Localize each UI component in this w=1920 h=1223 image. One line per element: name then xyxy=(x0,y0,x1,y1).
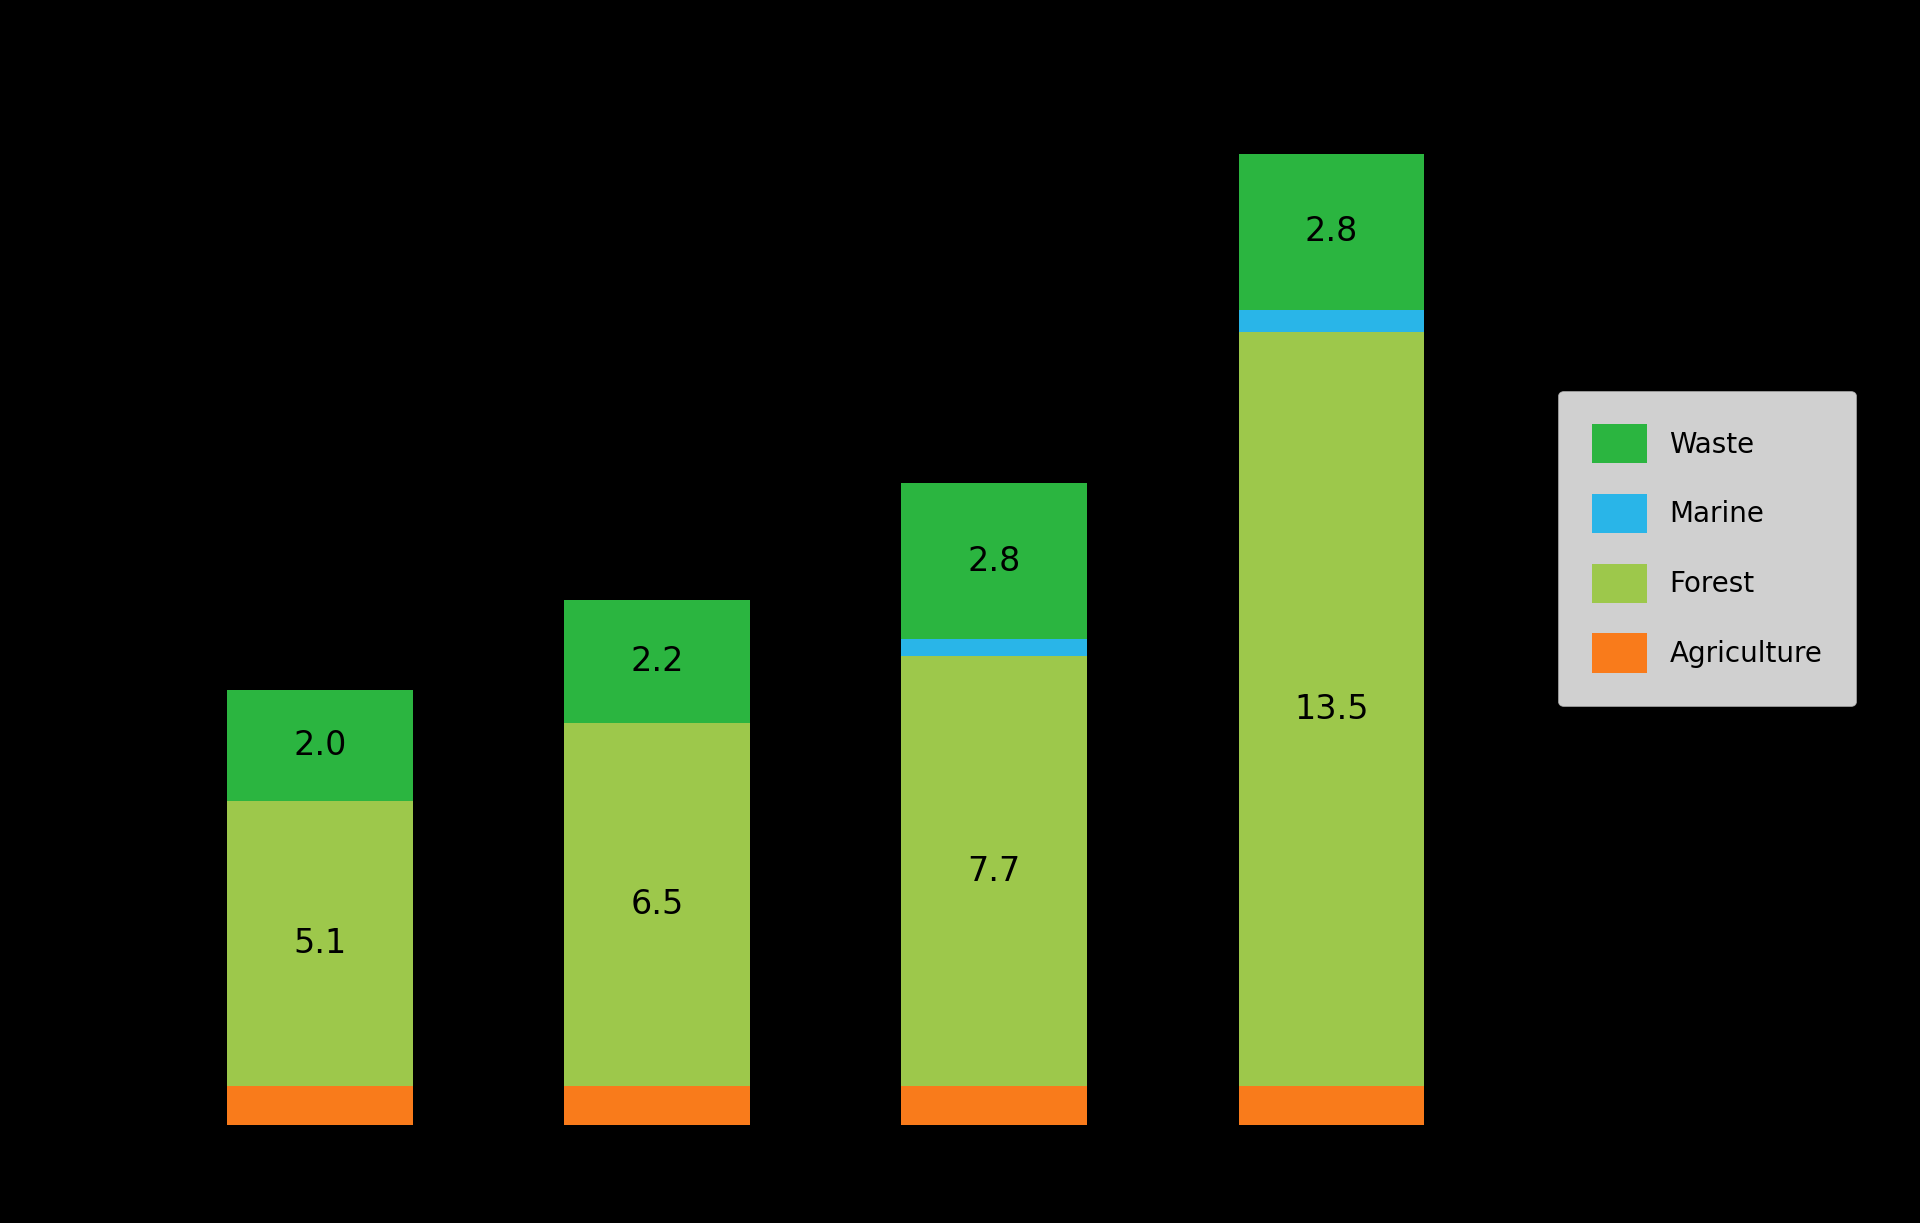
Bar xyxy=(1238,1086,1425,1125)
Text: 13.5: 13.5 xyxy=(1294,692,1369,725)
Bar xyxy=(227,690,413,801)
Text: 5.1: 5.1 xyxy=(294,927,346,960)
Bar xyxy=(227,801,413,1086)
Bar xyxy=(227,1086,413,1125)
Bar xyxy=(1238,309,1425,333)
Text: 6.5: 6.5 xyxy=(630,888,684,921)
Bar xyxy=(564,600,749,723)
Legend: Waste, Marine, Forest, Agriculture: Waste, Marine, Forest, Agriculture xyxy=(1559,390,1855,706)
Bar xyxy=(564,1086,749,1125)
Bar xyxy=(902,640,1087,657)
Text: 2.2: 2.2 xyxy=(630,646,684,679)
Bar xyxy=(902,1086,1087,1125)
Bar xyxy=(902,483,1087,640)
Text: 7.7: 7.7 xyxy=(968,855,1021,888)
Text: 2.8: 2.8 xyxy=(968,544,1021,577)
Bar xyxy=(1238,333,1425,1086)
Text: 2.0: 2.0 xyxy=(294,729,346,762)
Text: 2.8: 2.8 xyxy=(1306,215,1357,248)
Bar xyxy=(564,723,749,1086)
Bar xyxy=(902,657,1087,1086)
Bar xyxy=(1238,154,1425,309)
